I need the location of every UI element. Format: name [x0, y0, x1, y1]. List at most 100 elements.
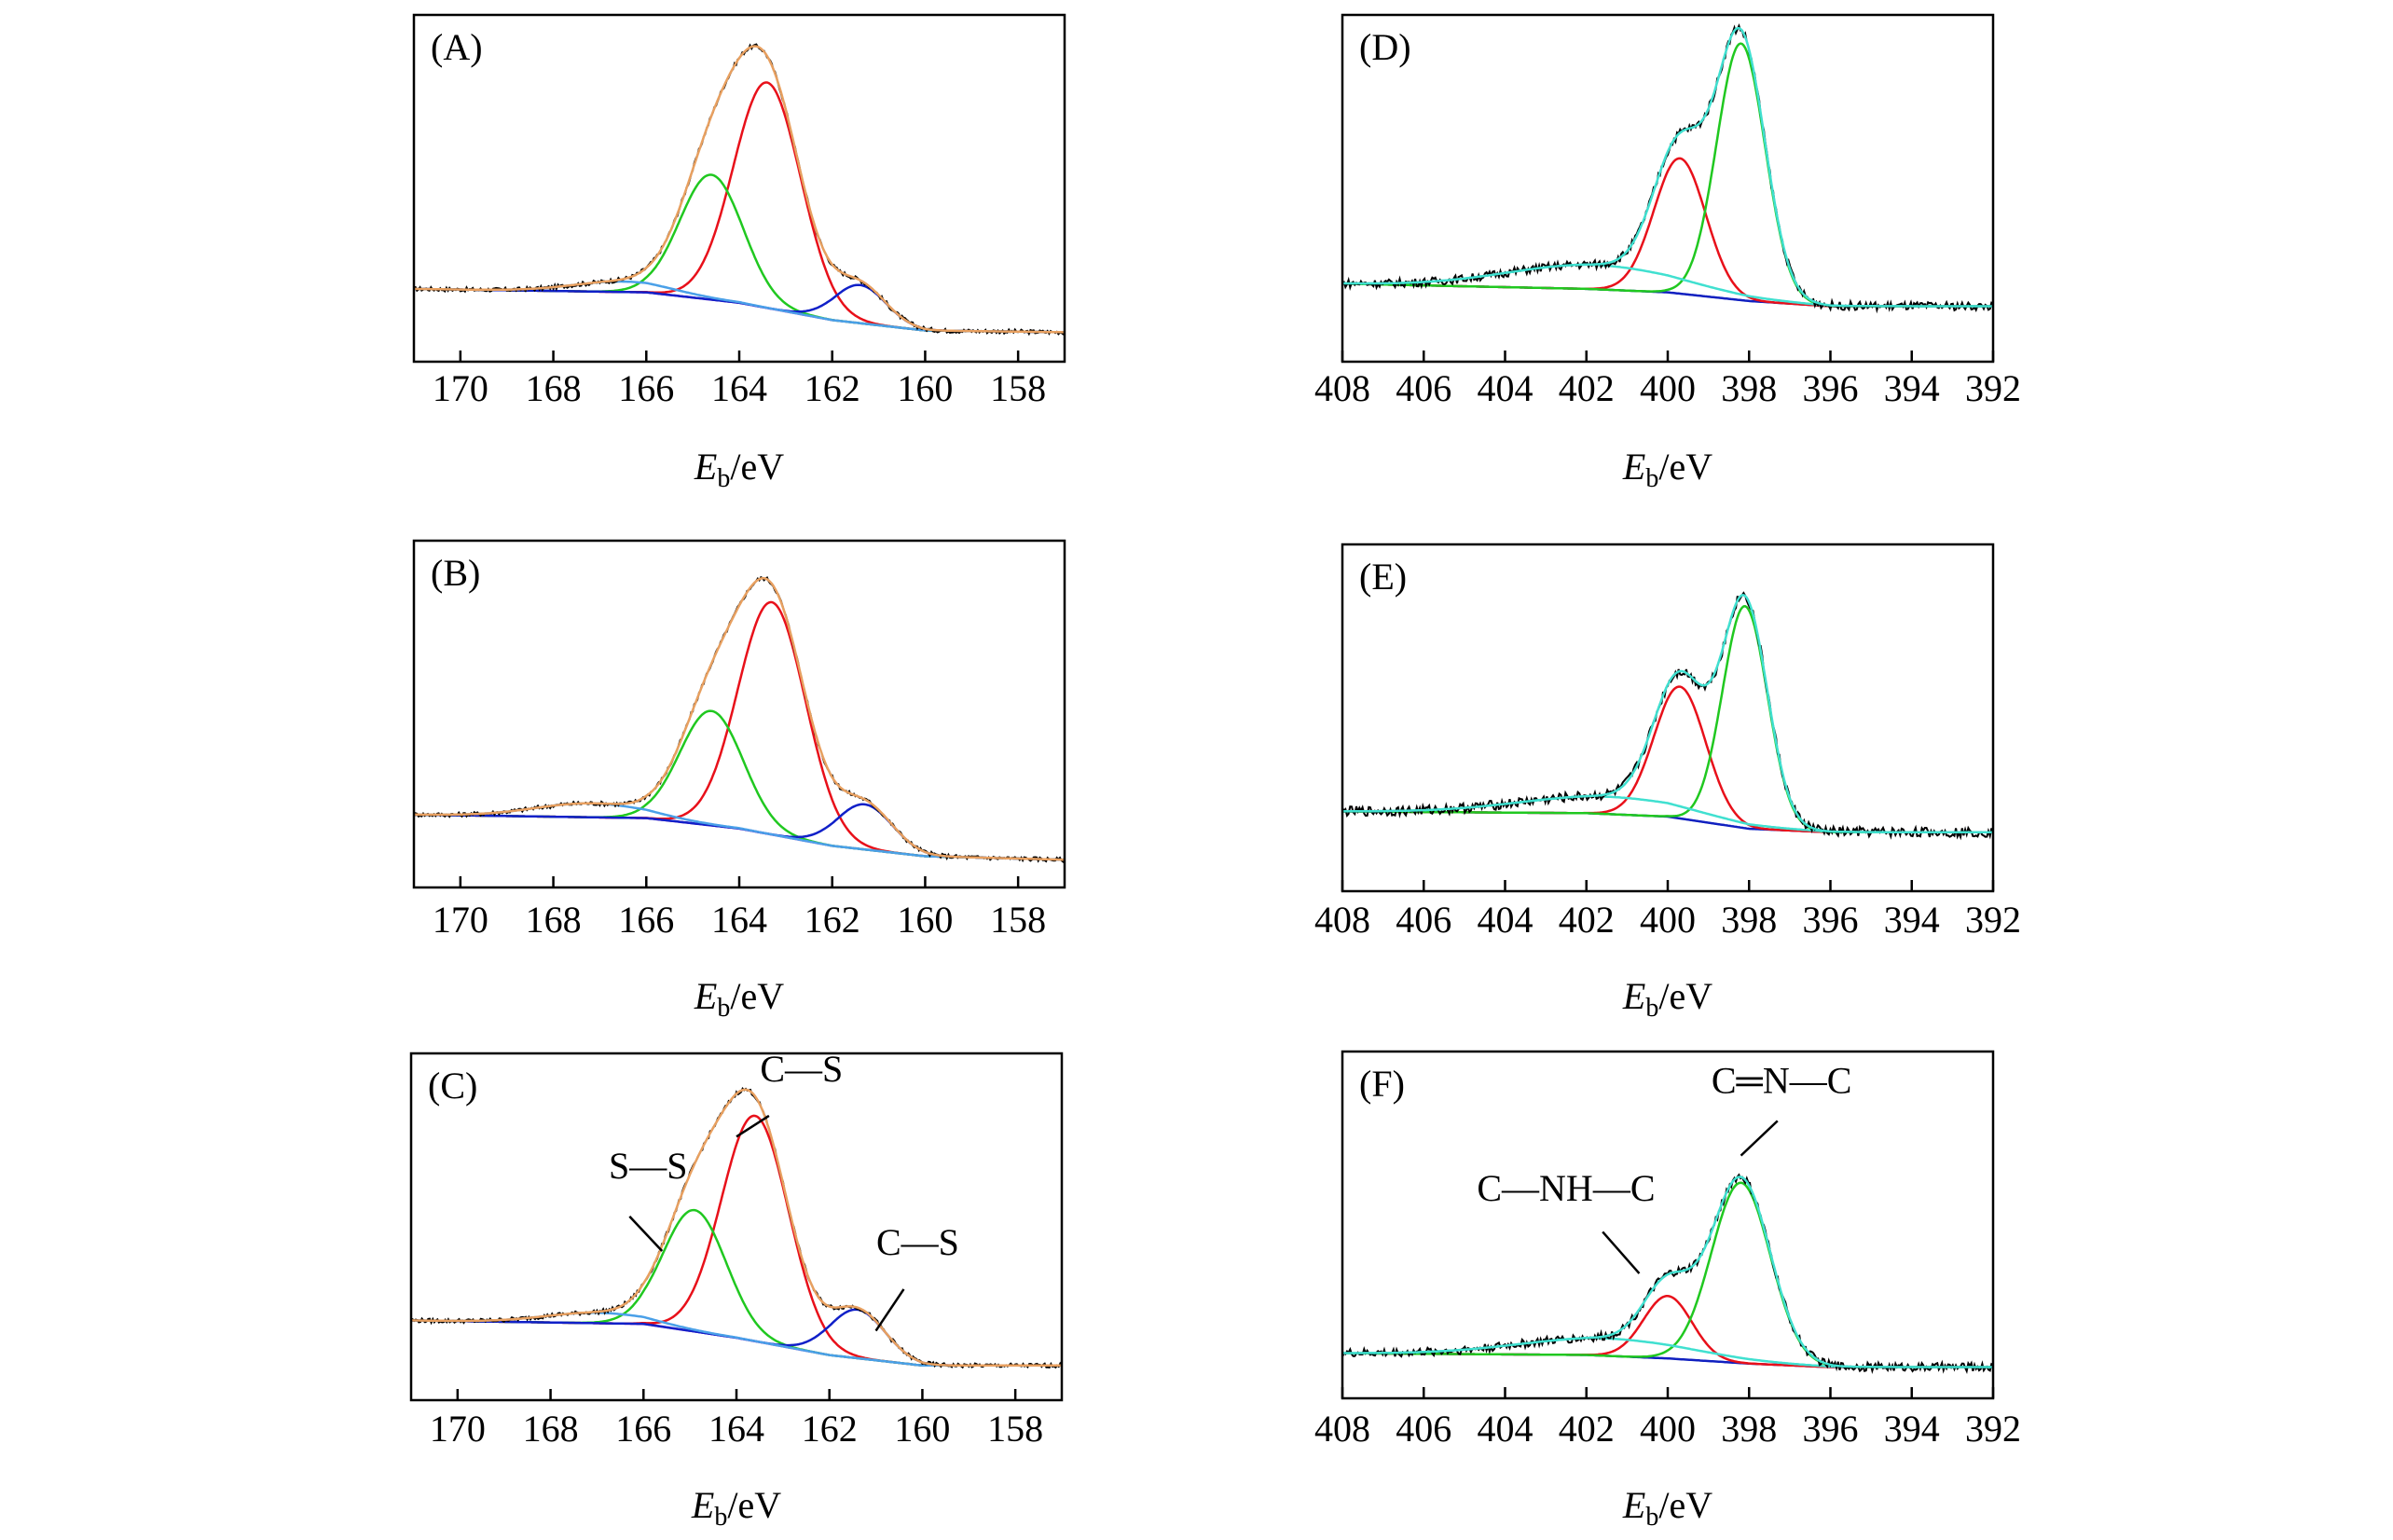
x-tick-label: 162: [805, 899, 860, 941]
component-peak-1: [414, 81, 1065, 334]
envelope-fit: [1342, 1176, 1993, 1368]
x-axis-label: Eb/eV: [1622, 975, 1712, 1023]
annotation-leader: [874, 1288, 905, 1332]
x-axis-label: Eb/eV: [691, 1484, 781, 1532]
x-tick-label: 406: [1396, 367, 1451, 409]
component-peak-1: [1342, 1295, 1993, 1368]
panel-d: 408 406 404 402 400 398 396 394 392 (D) Eb/eV: [1314, 13, 2021, 493]
plot-frame: [412, 539, 1066, 889]
component-peak-2: [414, 709, 1065, 861]
panel-c: 170 168 166 164 162 160 158 (C) Eb/eV C—S S—S C—S: [409, 1048, 1064, 1532]
x-tick-label: 164: [711, 899, 767, 941]
plot-area: [411, 1086, 1062, 1369]
plot-area: [1342, 1173, 1993, 1375]
x-tick-label: 408: [1314, 1408, 1370, 1450]
component-peak-2: [1342, 42, 1993, 308]
x-tick-label: 400: [1640, 1408, 1696, 1450]
x-tick-label: 408: [1314, 367, 1370, 409]
peak-annotation: C═N—C: [1712, 1060, 1852, 1102]
panel-label: (D): [1359, 26, 1411, 68]
panel-e: 408 406 404 402 400 398 396 394 392 (E) Eb/eV: [1314, 543, 2021, 1023]
panel-label: (A): [431, 26, 483, 68]
x-axis-label: Eb/eV: [1622, 1484, 1712, 1532]
x-tick-label: 404: [1478, 899, 1533, 941]
plot-frame: [1341, 543, 1995, 893]
background-line: [414, 813, 1065, 861]
x-tick-label: 394: [1884, 367, 1940, 409]
envelope-fit: [1342, 26, 1993, 308]
x-tick-label: 166: [618, 367, 674, 409]
component-peak-3: [414, 283, 1065, 334]
x-tick-label: 392: [1965, 367, 2021, 409]
x-tick-label: 400: [1640, 367, 1696, 409]
x-tick-label: 406: [1396, 899, 1451, 941]
peak-annotation: S—S: [609, 1145, 688, 1187]
x-tick-label: 392: [1965, 899, 2021, 941]
panel-f: 408 406 404 402 400 398 396 394 392 (F) Eb/eV C═N—C…: [1314, 1050, 2021, 1532]
component-peak-2: [411, 1208, 1062, 1368]
x-tick-label: 402: [1559, 899, 1615, 941]
x-tick-label: 170: [433, 899, 488, 941]
raw-spectrum: [411, 1086, 1062, 1369]
envelope-fit: [414, 45, 1065, 334]
component-peak-1: [411, 1114, 1062, 1368]
raw-spectrum: [1342, 591, 1993, 841]
x-tick-label: 162: [802, 1408, 858, 1450]
annotation-leader: [628, 1215, 664, 1252]
x-tick-label: 398: [1721, 899, 1777, 941]
x-tick-label: 162: [805, 367, 860, 409]
x-tick-label: 398: [1721, 367, 1777, 409]
x-tick-label: 392: [1965, 1408, 2021, 1450]
raw-spectrum: [414, 575, 1065, 864]
x-tick-label: 166: [615, 1408, 671, 1450]
envelope-fit: [414, 577, 1065, 861]
plot-frame: [1341, 1050, 1995, 1400]
background-line: [414, 287, 1065, 334]
peak-annotation: C—S: [876, 1221, 959, 1263]
x-tick-label: 170: [433, 367, 488, 409]
component-peak-1: [1342, 157, 1993, 308]
x-tick-label: 404: [1478, 367, 1533, 409]
component-peak-2: [1342, 605, 1993, 834]
raw-spectrum: [1342, 23, 1993, 314]
x-tick-label: 406: [1396, 1408, 1451, 1450]
x-tick-label: 160: [897, 367, 953, 409]
x-tick-label: 396: [1803, 367, 1859, 409]
component-peak-2: [414, 173, 1065, 334]
x-tick-label: 402: [1559, 1408, 1615, 1450]
plot-area: [414, 43, 1065, 337]
x-tick-label: 170: [430, 1408, 486, 1450]
x-tick-label: 396: [1803, 1408, 1859, 1450]
x-tick-label: 166: [618, 899, 674, 941]
x-tick-label: 408: [1314, 899, 1370, 941]
x-tick-label: 400: [1640, 899, 1696, 941]
component-peak-3: [414, 803, 1065, 861]
background-line: [411, 1319, 1062, 1368]
x-tick-label: 402: [1559, 367, 1615, 409]
x-tick-label: 398: [1721, 1408, 1777, 1450]
x-tick-label: 160: [897, 899, 953, 941]
x-tick-label: 404: [1478, 1408, 1533, 1450]
x-tick-label: 168: [523, 1408, 579, 1450]
x-tick-label: 160: [894, 1408, 950, 1450]
plot-frame: [412, 13, 1066, 364]
panel-b: 170 168 166 164 162 160 158 (B) Eb/eV: [412, 539, 1066, 1023]
x-tick-label: 394: [1884, 899, 1940, 941]
x-axis-label: Eb/eV: [1622, 446, 1712, 493]
panel-a: 170 168 166 164 162 160 158 (A) Eb/eV: [412, 13, 1066, 493]
panel-label: (B): [431, 552, 480, 594]
x-tick-label: 158: [987, 1408, 1043, 1450]
peak-annotation: C—S: [760, 1048, 843, 1090]
x-tick-label: 164: [708, 1408, 764, 1450]
plot-frame: [1341, 13, 1995, 364]
plot-area: [1342, 23, 1993, 314]
x-tick-label: 164: [711, 367, 767, 409]
x-tick-label: 158: [990, 367, 1046, 409]
annotation-leader: [1602, 1231, 1641, 1274]
panel-label: (F): [1359, 1063, 1405, 1105]
panel-label: (E): [1359, 556, 1407, 598]
x-tick-label: 168: [526, 899, 582, 941]
peak-annotation: C—NH—C: [1477, 1167, 1655, 1209]
component-peak-1: [414, 600, 1065, 861]
